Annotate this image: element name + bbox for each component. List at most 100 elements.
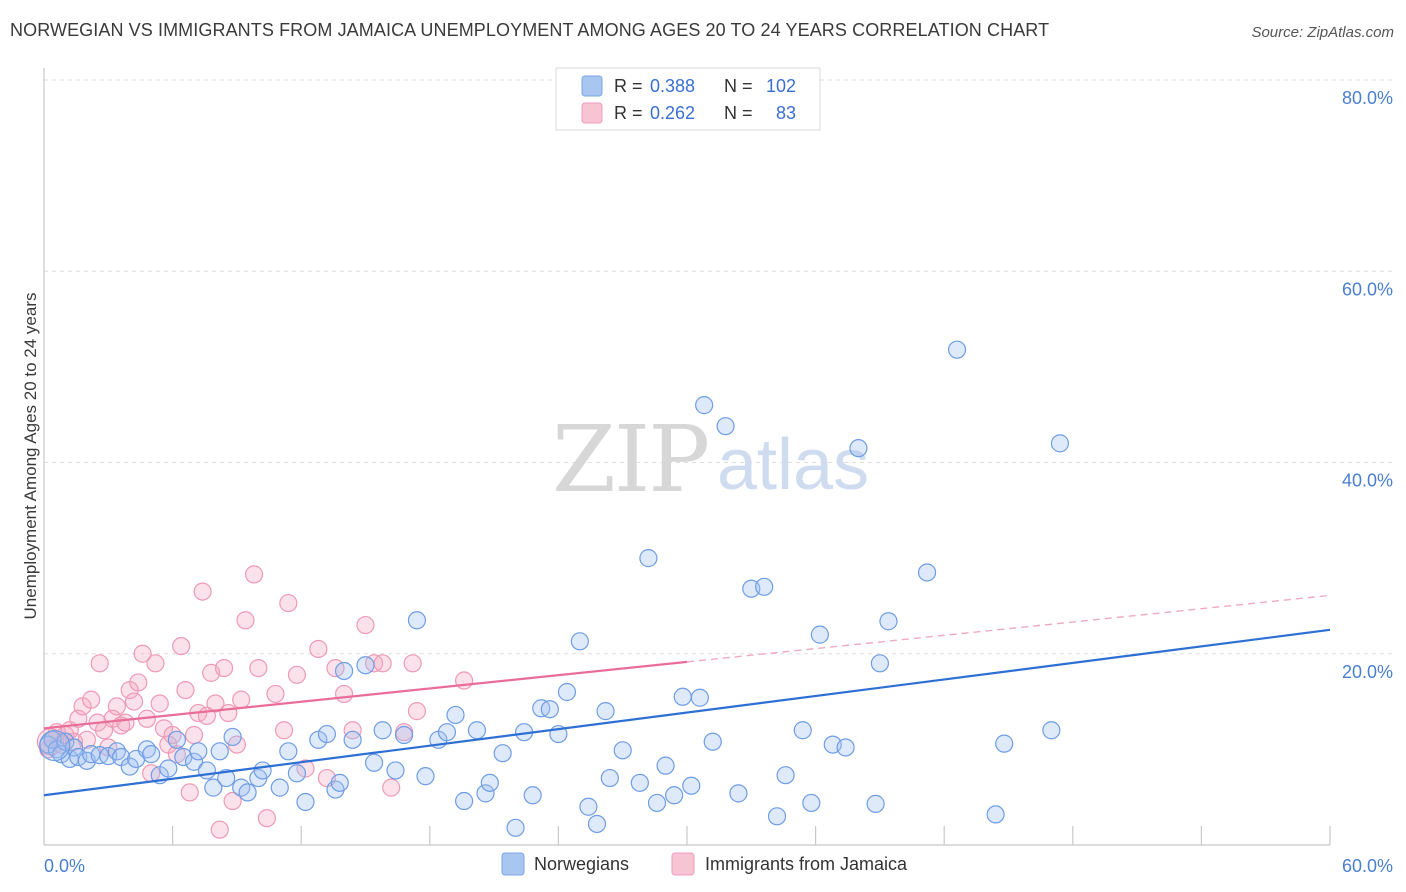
legend-swatch-norwegians (581, 75, 603, 97)
trendline-jamaica (43, 660, 688, 730)
jamaica-point-55 (309, 639, 328, 659)
norwegian-point-86 (767, 807, 787, 826)
jamaica-point-16 (107, 697, 126, 716)
jamaica-point-46 (236, 611, 255, 630)
norwegian-point-87 (776, 766, 795, 785)
y-tick-label-1: 40.0% (1342, 471, 1393, 491)
jamaica-point-41 (214, 658, 234, 678)
jamaica-point-49 (257, 809, 277, 828)
norwegian-point-11 (99, 746, 118, 766)
norwegian-point-33 (270, 778, 289, 797)
chart-title: NORWEGIAN VS IMMIGRANTS FROM JAMAICA UNE… (10, 20, 1050, 40)
norwegian-point-34 (279, 742, 298, 761)
jamaica-point-58 (334, 684, 354, 704)
norwegian-point-19 (159, 759, 178, 778)
norwegian-point-52 (446, 705, 465, 725)
legend-r-label-1: R = (614, 76, 643, 96)
norwegian-point-72 (639, 549, 658, 568)
jamaica-point-18 (116, 713, 135, 732)
jamaica-point-33 (180, 783, 199, 802)
norwegian-point-49 (416, 767, 435, 786)
norwegian-point-51 (437, 723, 457, 742)
jamaica-point-39 (206, 694, 225, 713)
norwegian-point-73 (647, 793, 667, 813)
jamaica-point-22 (133, 644, 152, 663)
jamaica-point-36 (193, 582, 212, 601)
x-ticks (172, 826, 1331, 845)
norwegian-point-32 (253, 761, 272, 780)
trendline-norwegians (43, 628, 1331, 797)
norwegian-point-96 (879, 612, 898, 631)
norwegian-point-62 (540, 700, 559, 719)
norwegian-point-65 (570, 632, 589, 651)
y-axis-label: Unemployment Among Ages 20 to 24 years (21, 293, 40, 620)
norwegian-point-66 (579, 797, 598, 816)
jamaica-point-34 (184, 725, 204, 745)
norwegian-point-81 (716, 417, 735, 436)
norwegian-point-55 (476, 784, 495, 803)
norwegian-point-74 (656, 756, 675, 775)
jamaica-point-48 (249, 658, 268, 678)
source-label: Source: ZipAtlas.com (1251, 24, 1394, 41)
norwegian-point-53 (454, 791, 474, 811)
y-tick-label-3: 80.0% (1342, 88, 1393, 108)
jamaica-point-10 (82, 690, 101, 709)
norwegian-point-43 (356, 656, 375, 675)
norwegian-point-38 (317, 724, 337, 744)
norwegian-point-70 (613, 741, 632, 760)
legend-n-label-1: N = (724, 76, 753, 96)
trendline-jamaica-extension (686, 594, 1331, 663)
norwegian-point-88 (793, 721, 812, 740)
norwegian-point-69 (600, 768, 619, 788)
norwegian-point-40 (330, 773, 349, 792)
watermark-atlas: atlas (717, 425, 869, 505)
norwegian-point-102 (1050, 434, 1070, 453)
jamaica-point-50 (266, 684, 285, 704)
norwegian-point-92 (836, 738, 855, 757)
norwegian-point-78 (690, 688, 709, 707)
norwegian-point-20 (167, 730, 186, 749)
legend-bottom-swatch-jamaica (671, 852, 695, 876)
jamaica-point-60 (356, 615, 375, 635)
y-tick-labels: 20.0% 40.0% 60.0% 80.0% (1342, 88, 1393, 682)
norwegian-point-67 (587, 814, 607, 834)
legend-bottom: Norwegians Immigrants from Jamaica (501, 852, 908, 876)
norwegian-point-27 (217, 768, 236, 788)
norwegian-point-93 (849, 439, 868, 458)
norwegian-point-56 (480, 773, 499, 792)
jamaica-point-65 (403, 654, 422, 673)
jamaica-point-62 (373, 654, 392, 673)
norwegian-point-cluster (39, 729, 71, 762)
gridlines (44, 79, 1392, 655)
norwegian-point-68 (596, 702, 615, 721)
legend-r-value-2: 0.262 (650, 103, 695, 123)
norwegian-point-77 (682, 776, 701, 795)
legend-bottom-label-norwegians: Norwegians (534, 854, 629, 874)
plot-area (43, 68, 1392, 846)
legend-top: R = 0.388 N = 102 R = 0.262 N = 83 (555, 67, 821, 131)
norwegian-point-79 (695, 396, 714, 415)
norwegian-point-42 (343, 730, 362, 749)
norwegian-point-28 (223, 727, 242, 747)
jamaica-point-42 (219, 703, 238, 723)
jamaica-point-40 (210, 820, 229, 839)
norwegian-point-95 (870, 654, 890, 673)
norwegian-point-100 (995, 734, 1014, 753)
jamaica-point-45 (232, 690, 251, 709)
legend-n-value-1: 102 (766, 76, 796, 96)
legend-bottom-swatch-norwegians (501, 852, 525, 876)
norwegian-point-89 (802, 793, 821, 813)
norwegian-point-82 (729, 784, 748, 803)
norwegian-point-46 (386, 761, 405, 780)
y-tick-label-2: 60.0% (1342, 279, 1393, 299)
norwegian-point-22 (184, 752, 204, 771)
norwegian-point-57 (493, 744, 512, 763)
legend-r-label-2: R = (614, 103, 643, 123)
jamaica-point-26 (150, 694, 169, 713)
y-tick-label-0: 20.0% (1342, 662, 1393, 682)
x-tick-label-min: 0.0% (44, 856, 85, 876)
legend-bottom-label-jamaica: Immigrants from Jamaica (705, 854, 908, 874)
norwegian-point-64 (557, 682, 577, 702)
jamaica-point-54 (296, 759, 315, 778)
